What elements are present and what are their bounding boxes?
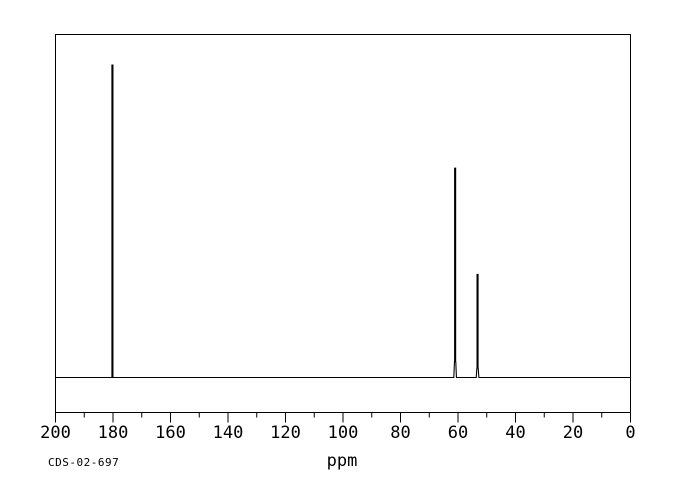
x-axis-tick-label: 60: [448, 423, 468, 443]
x-axis-title: ppm: [327, 451, 358, 471]
x-axis-tick-label: 140: [213, 423, 244, 443]
x-axis-tick-label: 40: [505, 423, 525, 443]
x-axis-tick-label: 20: [563, 423, 583, 443]
x-axis-tick-label: 180: [98, 423, 129, 443]
x-axis-tick-label: 120: [270, 423, 301, 443]
spectrum-trace: [55, 64, 631, 379]
x-axis-tick-label: 200: [40, 423, 71, 443]
sample-id-label: CDS-02-697: [48, 456, 119, 469]
x-axis-tick-label: 80: [390, 423, 410, 443]
x-axis-tick-label: 160: [155, 423, 186, 443]
x-axis-tick-labels: 200 180 160 140 120 100 80 60 40 20 0: [40, 423, 635, 443]
x-axis-tick-label: 0: [625, 423, 635, 443]
x-axis-tick-label: 100: [328, 423, 359, 443]
x-axis-ticks: [55, 412, 631, 423]
